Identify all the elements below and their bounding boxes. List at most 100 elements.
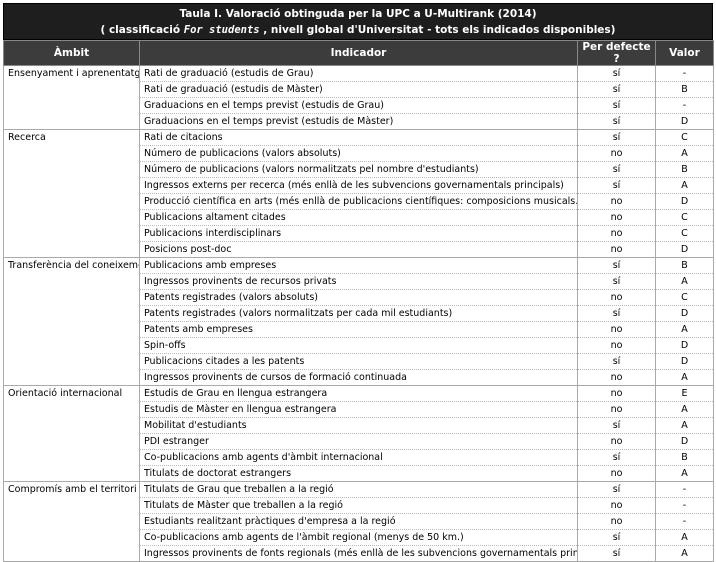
default-cell: no [577,513,656,530]
value-cell: C [655,225,714,242]
indicator-cell: Titulats de doctorat estrangers [139,465,578,482]
default-cell: no [577,209,656,226]
column-header: Indicador [139,40,578,66]
default-cell: no [577,433,656,450]
table-row: Transferència del coneixement Publicacion… [3,257,714,386]
table-row: Producció científica en arts (més enllà … [4,193,714,210]
table-row: Ingressos externs per recerca (més enllà… [4,177,714,194]
indicator-cell: PDI estranger [139,433,578,450]
indicator-cell: Ingressos provinents de recursos privats [139,273,578,290]
table-row: Titulats de Màster que treballen a la re… [4,497,714,514]
default-cell: sí [577,305,656,322]
indicator-cell: Graduacions en el temps previst (estudis… [139,113,578,130]
value-cell: B [655,449,714,466]
table-row: Graduacions en el temps previst (estudis… [4,97,714,114]
default-cell: sí [577,97,656,114]
value-cell: A [655,465,714,482]
default-cell: no [577,289,656,306]
indicator-cell: Número de publicacions (valors absoluts) [139,145,578,162]
default-cell: sí [577,529,656,546]
indicator-cell: Graduacions en el temps previst (estudis… [139,97,578,114]
default-cell: sí [577,81,656,98]
value-cell: A [655,529,714,546]
subtitle-part: , nivell global d'Universitat - tots els… [259,24,616,36]
value-cell: - [655,481,714,498]
value-cell: D [655,241,714,258]
indicator-cell: Producció científica en arts (més enllà … [139,193,578,210]
table-row: Estudis de Màster en llengua estrangera n… [4,401,714,418]
table-row: PDI estranger no D [4,433,714,450]
subtitle-emphasis: For students [183,24,260,36]
default-cell: sí [577,65,656,82]
value-cell: C [655,209,714,226]
indicator-cell: Spin-offs [139,337,578,354]
table-row: Publicacions interdisciplinars no C [4,225,714,242]
value-cell: - [655,65,714,82]
indicator-cell: Co-publicacions amb agents d'àmbit inter… [139,449,578,466]
title-bar: Taula I. Valoració obtinguda per la UPC … [3,3,713,40]
indicator-cell: Co-publicacions amb agents de l'àmbit re… [139,529,578,546]
value-cell: D [655,113,714,130]
table-row: Posicions post-doc no D [4,241,714,258]
default-cell: sí [577,545,656,562]
indicator-cell: Ingressos provinents de cursos de formac… [139,369,578,386]
table: Àmbit Indicador Per defecte ? Valor Ensenya… [3,40,714,562]
value-cell: A [655,177,714,194]
default-cell: sí [577,273,656,290]
table-row: Graduacions en el temps previst (estudis… [4,113,714,130]
default-cell: sí [577,177,656,194]
table-row: Co-publicacions amb agents d'àmbit inter… [4,449,714,466]
table-row: Estudiants realitzant pràctiques d'empre… [4,513,714,530]
value-cell: C [655,129,714,146]
table-row: Publicacions citades a les patents sí D [4,353,714,370]
ambit-cell: Transferència del coneixement [3,257,140,386]
indicator-cell: Posicions post-doc [139,241,578,258]
table-row: Co-publicacions amb agents de l'àmbit re… [4,529,714,546]
column-header: Àmbit [3,40,140,66]
table-row: Spin-offs no D [4,337,714,354]
table-container: Taula I. Valoració obtinguda per la UPC … [3,3,714,562]
default-cell: no [577,225,656,242]
table-row: Publicacions altament citades no C [4,209,714,226]
value-cell: B [655,161,714,178]
default-cell: no [577,401,656,418]
table-row: Número de publicacions (valors normalitz… [4,161,714,178]
default-cell: no [577,465,656,482]
indicator-cell: Titulats de Màster que treballen a la re… [139,497,578,514]
default-cell: sí [577,113,656,130]
value-cell: A [655,401,714,418]
ambit-cell: Compromís amb el territori [3,481,140,562]
default-cell: no [577,241,656,258]
indicator-cell: Patents registrades (valors normalitzats… [139,305,578,322]
table-row: Ingressos provinents de cursos de formac… [4,369,714,386]
table-row: Patents amb empreses no A [4,321,714,338]
indicator-cell: Publicacions amb empreses [139,257,578,274]
value-cell: D [655,305,714,322]
table-row: Patents registrades (valors normalitzats… [4,305,714,322]
default-cell: no [577,193,656,210]
table-row: Rati de graduació (estudis de Màster) sí B [4,81,714,98]
indicator-cell: Publicacions interdisciplinars [139,225,578,242]
table-body: Ensenyament i aprenentatge Rati de gradua… [3,65,714,562]
default-cell: sí [577,353,656,370]
table-row: Ensenyament i aprenentatge Rati de gradua… [3,65,714,130]
value-cell: - [655,97,714,114]
table-row: Orientació internacional Estudis de Grau … [3,385,714,482]
value-cell: - [655,497,714,514]
default-cell: no [577,337,656,354]
default-cell: no [577,145,656,162]
subtitle-part: ( classificació [100,24,184,36]
default-cell: sí [577,129,656,146]
value-cell: - [655,513,714,530]
default-cell: no [577,385,656,402]
indicator-cell: Publicacions altament citades [139,209,578,226]
table-row: Recerca Rati de citacions sí C [3,129,714,258]
value-cell: A [655,145,714,162]
indicator-cell: Estudis de Grau en llengua estrangera [139,385,578,402]
ambit-cell: Recerca [3,129,140,258]
value-cell: B [655,81,714,98]
indicator-cell: Rati de graduació (estudis de Màster) [139,81,578,98]
value-cell: D [655,433,714,450]
value-cell: B [655,257,714,274]
